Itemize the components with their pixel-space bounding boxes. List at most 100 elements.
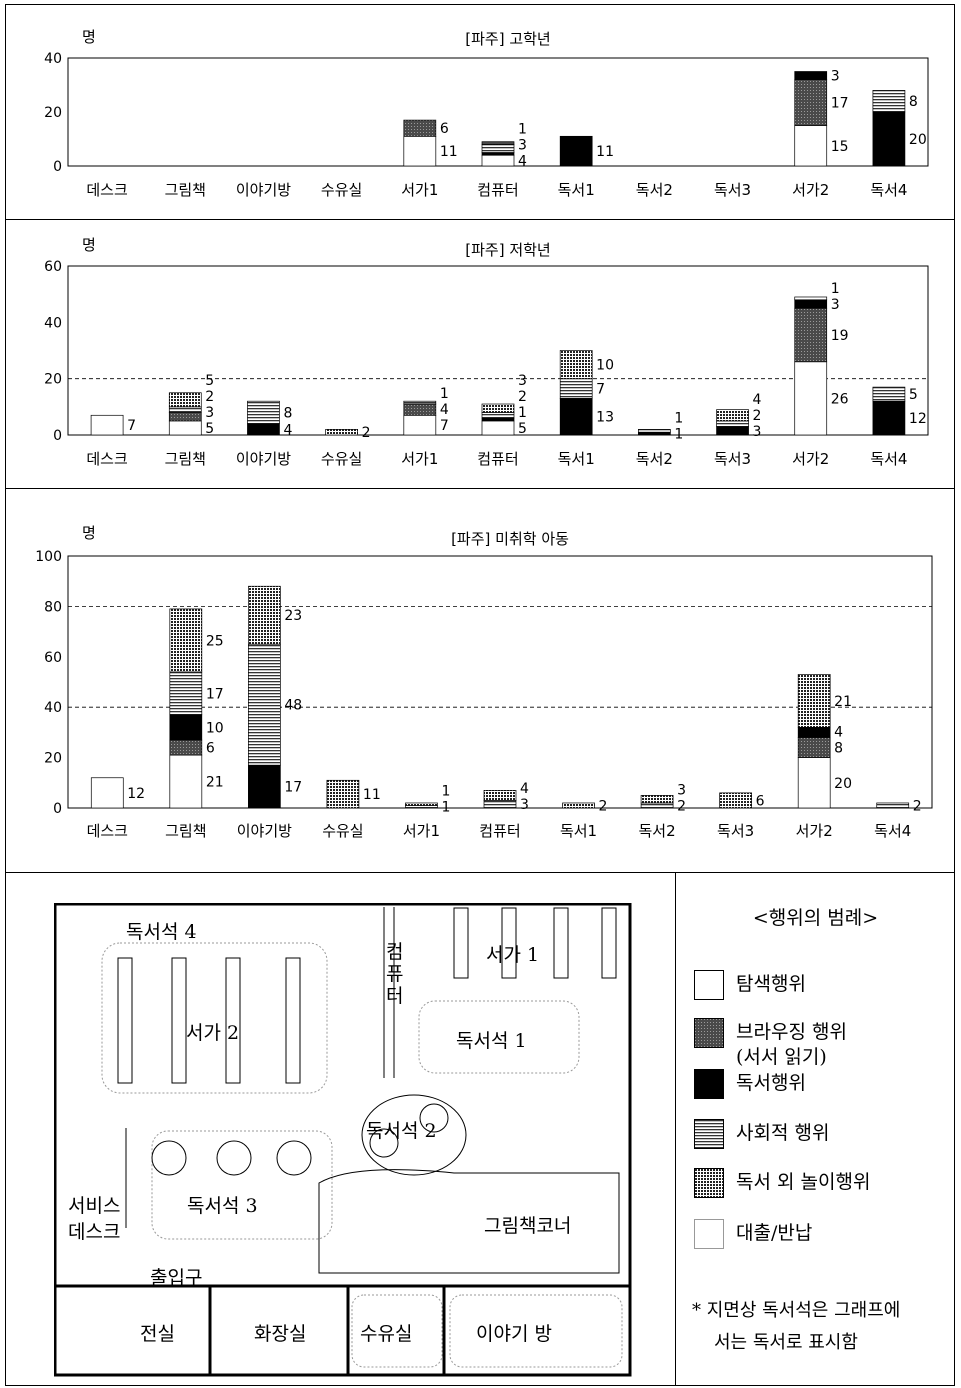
data-label: 19 bbox=[831, 328, 849, 344]
data-label: 2 bbox=[913, 798, 922, 814]
data-label: 1 bbox=[441, 784, 450, 800]
category-label: 그림책 bbox=[165, 450, 206, 468]
bar-segment-social bbox=[872, 90, 906, 113]
data-label: 1 bbox=[440, 386, 449, 402]
data-label: 26 bbox=[831, 391, 849, 407]
bar-segment-reading bbox=[794, 71, 828, 80]
category-label: 그림책 bbox=[165, 822, 206, 840]
bar-segment-play bbox=[325, 429, 358, 436]
data-label: 3 bbox=[520, 797, 529, 813]
data-label: 21 bbox=[834, 694, 852, 710]
divider-2 bbox=[5, 488, 955, 489]
bar-segment-social bbox=[248, 643, 281, 766]
bar-segment-explore bbox=[403, 414, 437, 436]
data-label: 3 bbox=[518, 373, 527, 389]
data-label: 2 bbox=[677, 798, 686, 814]
data-label: 11 bbox=[363, 787, 381, 803]
data-label: 5 bbox=[205, 373, 214, 389]
data-label: 17 bbox=[206, 686, 224, 702]
floor-reading1: 독서석 1 bbox=[456, 1030, 527, 1052]
bar-segment-social bbox=[169, 671, 203, 716]
bar-segment-reading bbox=[797, 727, 831, 738]
category-label: 독서2 bbox=[636, 450, 673, 468]
data-label: 11 bbox=[596, 144, 614, 160]
bar-segment-social bbox=[481, 144, 515, 153]
category-label: 이야기방 bbox=[236, 181, 291, 199]
floor-storyroom: 이야기 방 bbox=[476, 1323, 552, 1345]
bar-segment-social bbox=[168, 406, 202, 413]
category-label: 독서2 bbox=[639, 822, 676, 840]
category-label: 서가2 bbox=[796, 822, 833, 840]
y-tick-label: 0 bbox=[53, 428, 62, 444]
bar-segment-reading bbox=[794, 299, 828, 309]
data-label: 1 bbox=[674, 427, 683, 443]
floor-entrance: 출입구 bbox=[150, 1267, 203, 1289]
data-label: 5 bbox=[518, 421, 527, 437]
y-tick-label: 40 bbox=[44, 51, 62, 67]
category-label: 이야기방 bbox=[237, 822, 292, 840]
category-label: 데스크 bbox=[86, 450, 127, 468]
y-tick-label: 60 bbox=[44, 650, 62, 666]
bar-segment-social bbox=[403, 400, 437, 405]
floor-picturebook: 그림책코너 bbox=[484, 1215, 572, 1237]
data-label: 1 bbox=[831, 281, 840, 297]
category-label: 서가2 bbox=[792, 450, 829, 468]
bar-segment-reading bbox=[169, 714, 203, 741]
category-label: 독서4 bbox=[874, 822, 911, 840]
category-label: 데스크 bbox=[87, 822, 128, 840]
bar-segment-play bbox=[562, 802, 595, 809]
data-label: 3 bbox=[753, 424, 762, 440]
data-label: 4 bbox=[283, 422, 292, 438]
category-label: 서가1 bbox=[401, 450, 438, 468]
bar-segment-reading bbox=[559, 398, 593, 436]
legend-swatch-reading bbox=[694, 1069, 724, 1099]
category-label: 컴퓨터 bbox=[477, 181, 518, 199]
bar-segment-play bbox=[483, 790, 517, 801]
y-tick-label: 0 bbox=[53, 159, 62, 175]
bar-segment-social bbox=[405, 805, 438, 809]
data-label: 8 bbox=[283, 405, 292, 421]
data-label: 3 bbox=[831, 297, 840, 313]
bar-segment-play bbox=[640, 795, 674, 804]
category-label: 독서3 bbox=[714, 450, 751, 468]
unit-label: 명 bbox=[82, 28, 96, 46]
data-label: 10 bbox=[206, 720, 224, 736]
data-label: 2 bbox=[205, 389, 214, 405]
bar-segment-explore bbox=[90, 777, 124, 809]
data-label: 1 bbox=[674, 411, 683, 427]
data-label: 3 bbox=[831, 69, 840, 85]
data-label: 20 bbox=[834, 776, 852, 792]
floor-service-desk: 서비스 데스크 bbox=[68, 1195, 121, 1243]
bar-segment-play bbox=[169, 608, 203, 673]
bar-segment-play bbox=[559, 350, 593, 380]
category-label: 컴퓨터 bbox=[477, 450, 518, 468]
bar-segment-browsing bbox=[403, 119, 437, 137]
y-tick-label: 40 bbox=[44, 700, 62, 716]
chart-title: [파주] 고학년 bbox=[465, 30, 550, 48]
legend-swatch-play bbox=[694, 1168, 724, 1198]
category-label: 독서3 bbox=[714, 181, 751, 199]
bar-segment-explore bbox=[794, 361, 828, 436]
legend-title: <행위의 범례> bbox=[752, 907, 879, 929]
data-label: 12 bbox=[909, 411, 927, 427]
y-tick-label: 20 bbox=[44, 372, 62, 388]
data-label: 2 bbox=[362, 425, 371, 441]
floor-nursing: 수유실 bbox=[360, 1323, 413, 1345]
category-label: 독서1 bbox=[560, 822, 597, 840]
bar-segment-reading bbox=[481, 417, 515, 422]
bar-segment-social bbox=[559, 378, 593, 399]
figure-frame bbox=[5, 4, 955, 1386]
data-label: 2 bbox=[753, 408, 762, 424]
category-label: 독서2 bbox=[636, 181, 673, 199]
y-tick-label: 40 bbox=[44, 315, 62, 331]
bar-segment-browsing bbox=[481, 141, 515, 145]
bar-segment-reading bbox=[247, 423, 280, 436]
bar-segment-explore bbox=[169, 754, 203, 809]
y-tick-label: 80 bbox=[44, 599, 62, 615]
bar-segment-play bbox=[481, 403, 515, 413]
data-label: 13 bbox=[596, 410, 614, 426]
bar-segment-social bbox=[872, 386, 906, 402]
data-label: 5 bbox=[205, 421, 214, 437]
